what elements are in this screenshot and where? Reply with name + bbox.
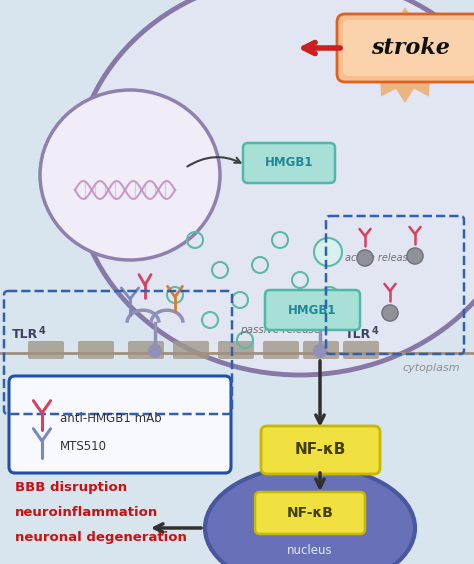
FancyBboxPatch shape [9,376,231,473]
Text: stroke: stroke [371,37,449,59]
Circle shape [357,250,373,266]
Ellipse shape [40,90,220,260]
FancyBboxPatch shape [173,341,209,359]
Text: anti-HMGB1 mAb: anti-HMGB1 mAb [60,412,162,425]
FancyBboxPatch shape [263,341,299,359]
FancyBboxPatch shape [261,426,380,474]
FancyBboxPatch shape [265,290,360,330]
Ellipse shape [205,466,415,564]
FancyBboxPatch shape [218,341,254,359]
Ellipse shape [313,344,327,358]
Text: HMGB1: HMGB1 [265,156,313,170]
FancyBboxPatch shape [255,492,365,534]
Circle shape [382,305,398,321]
Text: cytoplasm: cytoplasm [402,363,460,373]
Text: neuroinflammation: neuroinflammation [15,506,158,519]
FancyBboxPatch shape [243,143,335,183]
Ellipse shape [148,344,162,358]
Text: neuronal degeneration: neuronal degeneration [15,531,187,544]
FancyBboxPatch shape [343,341,379,359]
Text: TLR: TLR [12,328,38,341]
Text: TLR: TLR [345,328,371,341]
Circle shape [314,238,342,266]
FancyBboxPatch shape [128,341,164,359]
Text: BBB disruption: BBB disruption [15,482,127,495]
Ellipse shape [75,0,474,375]
Text: HMGB1: HMGB1 [288,303,336,316]
FancyBboxPatch shape [337,14,474,82]
Text: MTS510: MTS510 [60,440,107,453]
Circle shape [407,248,423,264]
FancyBboxPatch shape [343,20,474,76]
Polygon shape [357,7,453,103]
Text: NF-κB: NF-κB [287,506,333,520]
Text: nucleus: nucleus [287,544,333,557]
Text: NF-κB: NF-κB [294,443,346,457]
Text: 4: 4 [372,326,379,336]
FancyBboxPatch shape [28,341,64,359]
Text: 4: 4 [39,326,46,336]
FancyBboxPatch shape [303,341,339,359]
Text: active release: active release [345,253,414,263]
Text: passive release: passive release [240,325,320,335]
FancyBboxPatch shape [78,341,114,359]
